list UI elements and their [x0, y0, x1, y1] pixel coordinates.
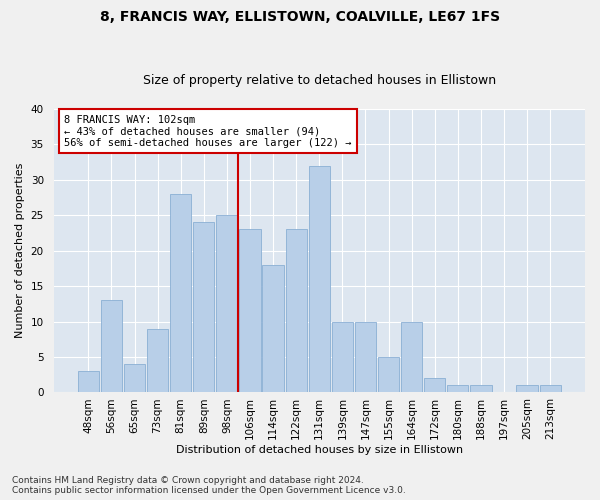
X-axis label: Distribution of detached houses by size in Ellistown: Distribution of detached houses by size … [176, 445, 463, 455]
Bar [332, 322, 353, 392]
Bar [170, 194, 191, 392]
Bar [124, 364, 145, 392]
Bar [286, 230, 307, 392]
Text: 8 FRANCIS WAY: 102sqm
← 43% of detached houses are smaller (94)
56% of semi-deta: 8 FRANCIS WAY: 102sqm ← 43% of detached … [64, 114, 352, 148]
Bar [101, 300, 122, 392]
Bar [424, 378, 445, 392]
Bar [308, 166, 330, 392]
Bar [470, 386, 491, 392]
Bar [539, 386, 561, 392]
Bar [147, 328, 168, 392]
Bar [193, 222, 214, 392]
Bar [262, 265, 284, 392]
Bar [378, 357, 399, 392]
Title: Size of property relative to detached houses in Ellistown: Size of property relative to detached ho… [143, 74, 496, 87]
Bar [517, 386, 538, 392]
Bar [239, 230, 260, 392]
Text: Contains HM Land Registry data © Crown copyright and database right 2024.
Contai: Contains HM Land Registry data © Crown c… [12, 476, 406, 495]
Y-axis label: Number of detached properties: Number of detached properties [15, 163, 25, 338]
Bar [447, 386, 469, 392]
Bar [401, 322, 422, 392]
Bar [77, 371, 99, 392]
Text: 8, FRANCIS WAY, ELLISTOWN, COALVILLE, LE67 1FS: 8, FRANCIS WAY, ELLISTOWN, COALVILLE, LE… [100, 10, 500, 24]
Bar [216, 216, 238, 392]
Bar [355, 322, 376, 392]
